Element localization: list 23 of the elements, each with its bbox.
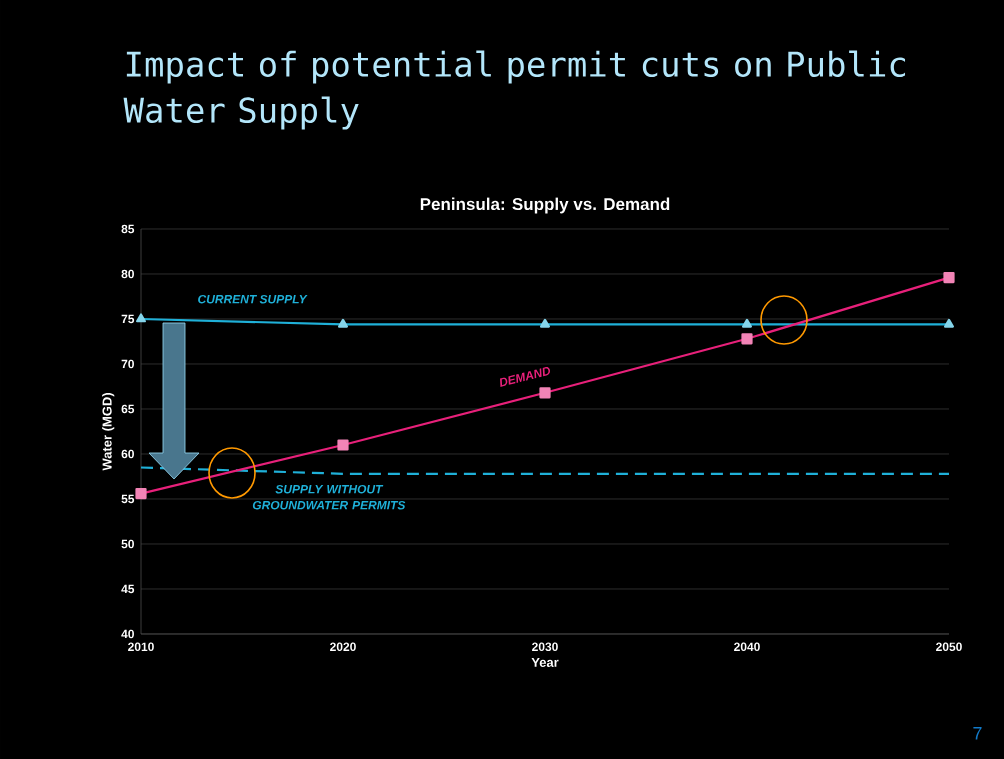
- y-tick-label: 45: [121, 584, 135, 594]
- text: DEMAND: [500, 367, 551, 387]
- y-axis-title: Water (MGD): [102, 393, 115, 471]
- chart-title: Impact of potential permit cuts on Public Water Supply: [123, 50, 906, 130]
- series-label: CURRENT SUPPLY: [198, 294, 308, 304]
- chart-subtitle: Peninsula: Supply vs. Demand: [420, 197, 670, 214]
- y-tick-label: 60: [121, 449, 134, 459]
- x-tick-label: 2050: [936, 642, 962, 652]
- y-tick-label: 40: [121, 629, 134, 639]
- x-tick-label: 2010: [128, 642, 154, 652]
- y-tick-label: 55: [121, 494, 135, 504]
- series-label: SUPPLY WITHOUT GROUNDWATER PERMITS: [252, 484, 406, 510]
- y-tick-label: 50: [121, 539, 134, 549]
- text: 7: [973, 727, 982, 740]
- y-tick-label: 75: [121, 314, 135, 324]
- y-tick-label: 80: [121, 269, 134, 279]
- x-axis-title: Year: [531, 657, 559, 667]
- y-tick-label: 85: [121, 224, 135, 234]
- x-tick-label: 2030: [532, 642, 558, 652]
- x-tick-label: 2020: [330, 642, 356, 652]
- x-tick-label: 2040: [734, 642, 760, 652]
- y-tick-label: 65: [121, 404, 135, 414]
- y-tick-label: 70: [121, 359, 134, 369]
